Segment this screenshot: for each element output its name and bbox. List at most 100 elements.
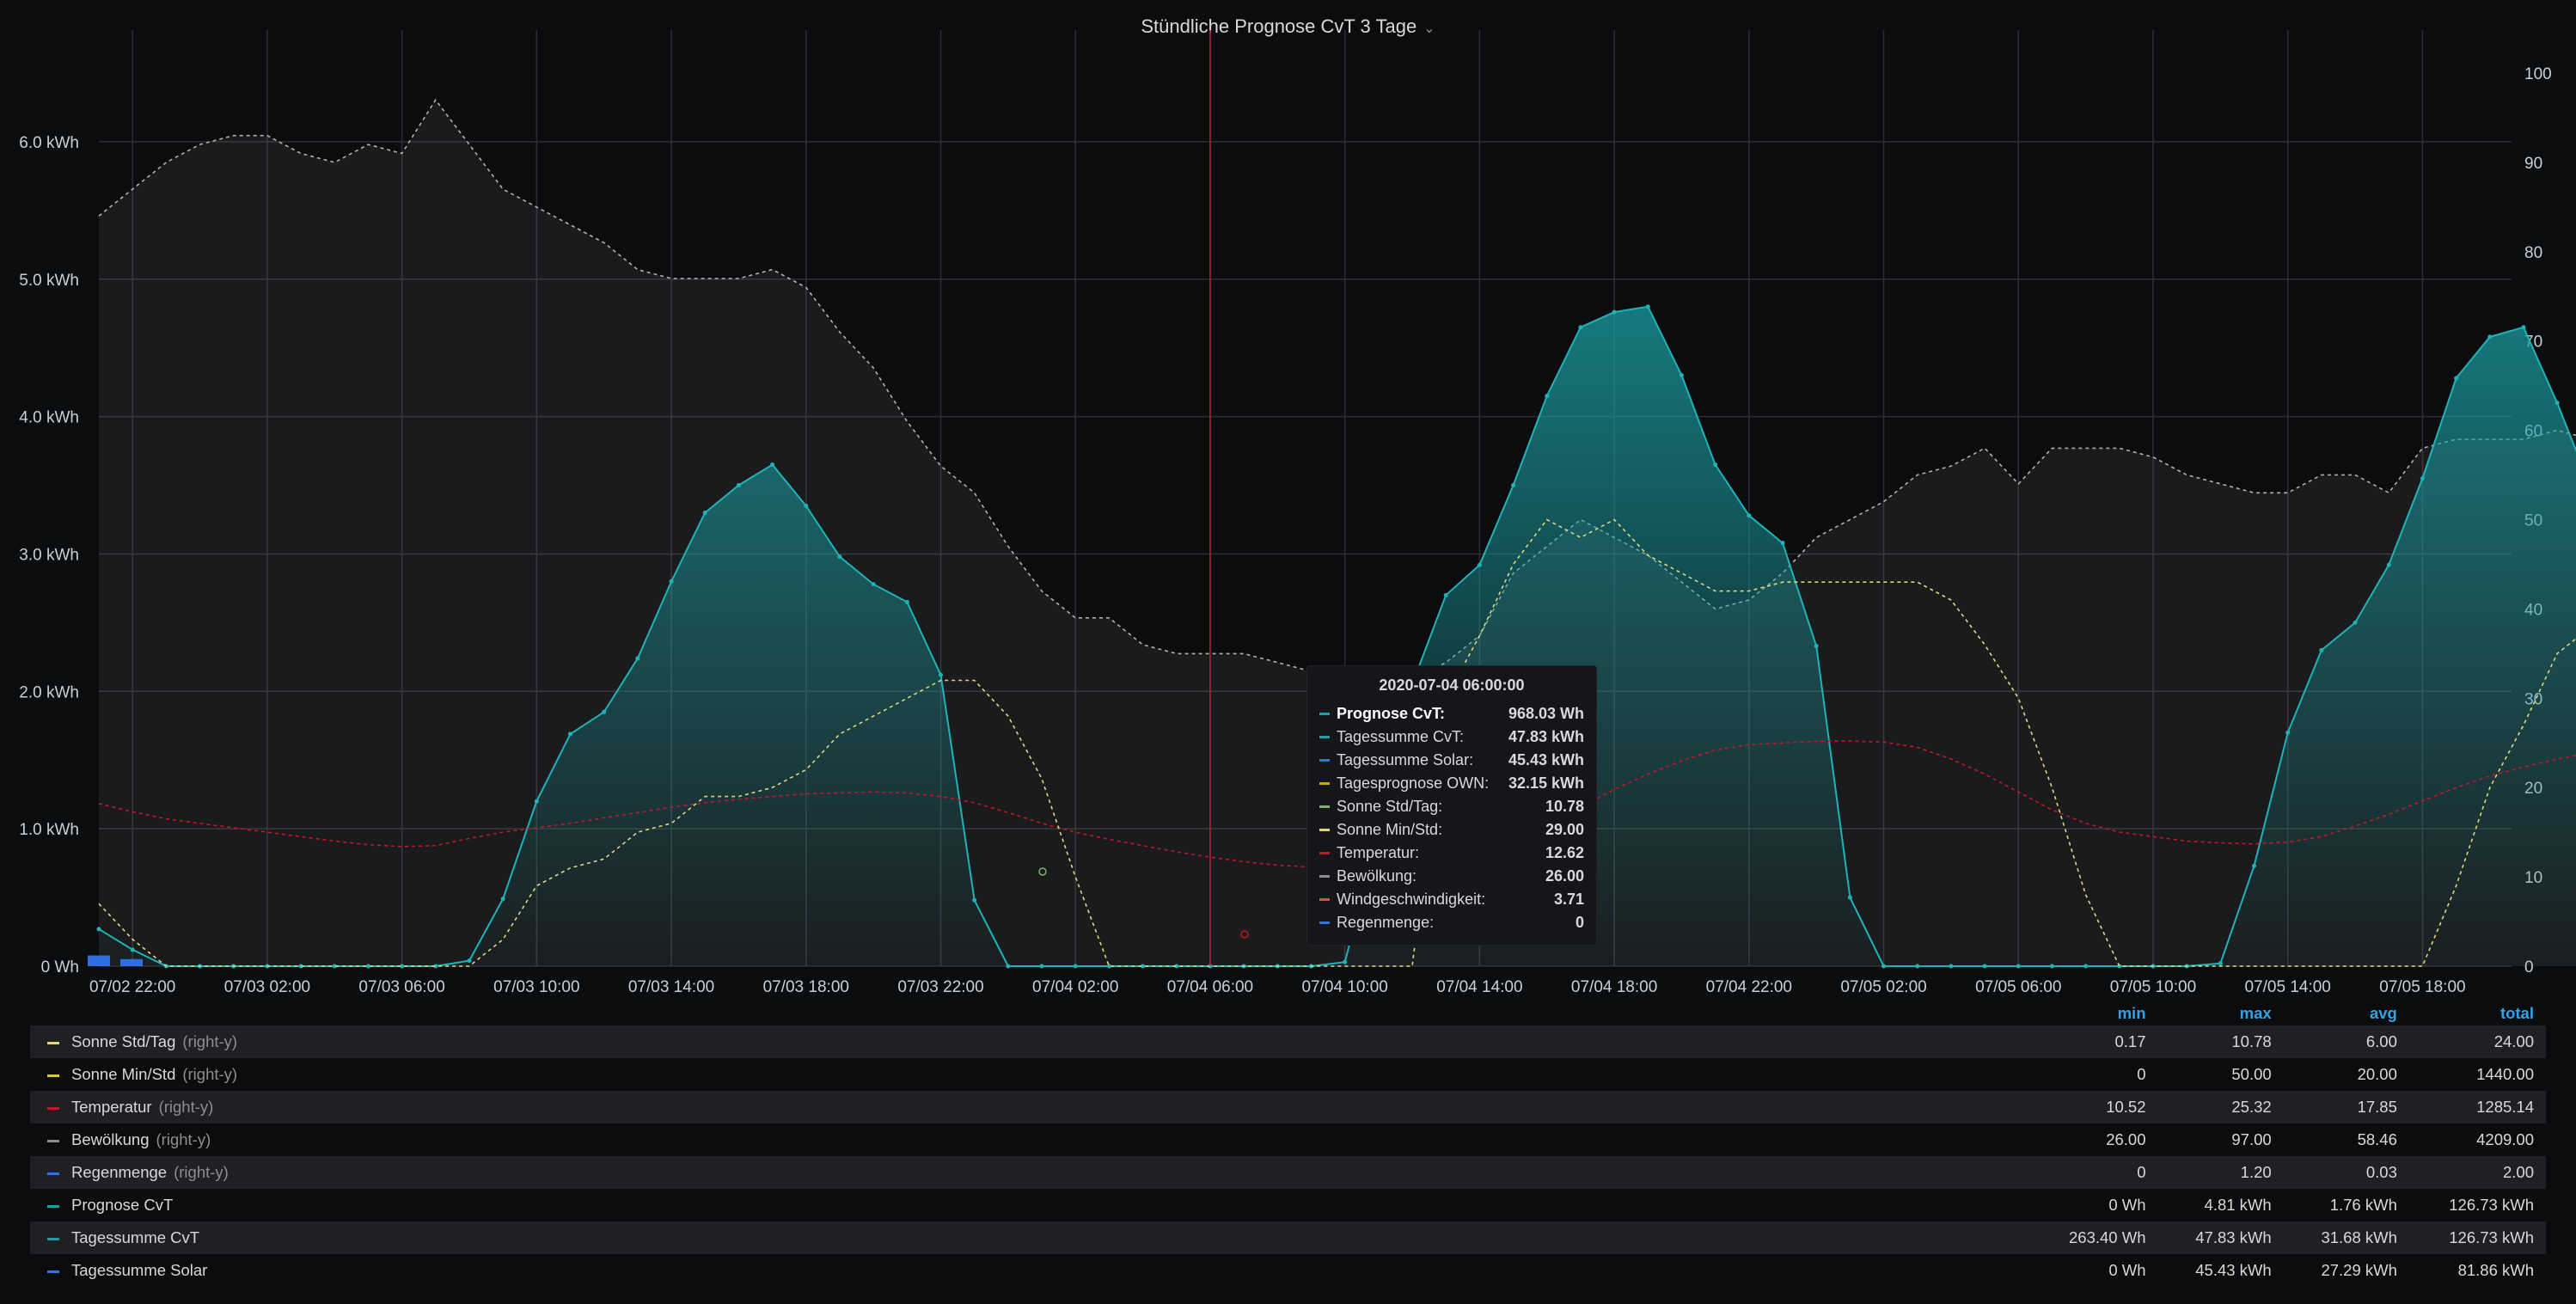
legend-label[interactable]: Sonne Min/Std	[71, 1065, 176, 1083]
regen-bar	[120, 958, 143, 966]
legend-label[interactable]: Tagessumme CvT	[71, 1228, 200, 1246]
legend-max: 97.00	[2231, 1130, 2272, 1148]
legend-label[interactable]: Tagessumme Solar	[71, 1261, 208, 1279]
prognose-point	[1645, 304, 1650, 309]
prognose-point	[736, 483, 741, 488]
legend-header-min[interactable]: min	[2117, 1004, 2146, 1022]
prognose-point	[2555, 401, 2560, 406]
x-tick-label: 07/03 18:00	[763, 978, 849, 996]
legend-label[interactable]: Bewölkung	[71, 1130, 150, 1148]
legend-label[interactable]: Sonne Std/Tag	[71, 1032, 176, 1050]
legend-min: 0 Wh	[2108, 1196, 2146, 1214]
prognose-point	[2049, 964, 2054, 969]
legend-axis-note: (right-y)	[158, 1098, 214, 1116]
prognose-point	[2285, 730, 2291, 735]
prognose-point	[1612, 309, 1617, 315]
legend-series-name[interactable]: Sonne Std/Tag (right-y)	[30, 1025, 2031, 1058]
legend-axis-note: (right-y)	[182, 1065, 238, 1083]
legend-row[interactable]: Tagessumme Solar 0 Wh 45.43 kWh 27.29 kWh 81…	[30, 1254, 2546, 1287]
tooltip-swatch	[1319, 829, 1330, 831]
prognose-point	[96, 927, 101, 932]
prognose-point	[1780, 541, 1785, 546]
regen-bar	[88, 955, 110, 966]
prognose-point	[770, 462, 775, 468]
prognose-point	[365, 964, 370, 969]
legend-row[interactable]: Tagessumme CvT 263.40 Wh 47.83 kWh 31.68 kW…	[30, 1221, 2546, 1254]
tooltip-swatch	[1319, 805, 1330, 808]
right-tick-label: 90	[2524, 155, 2542, 173]
legend-total: 1285.14	[2408, 1091, 2546, 1123]
legend-swatch[interactable]	[47, 1139, 59, 1142]
x-tick-label: 07/04 22:00	[1706, 978, 1792, 996]
legend-series-name[interactable]: Temperatur (right-y)	[30, 1091, 2031, 1123]
legend-row[interactable]: Prognose CvT 0 Wh 4.81 kWh 1.76 kWh 126.73 k…	[30, 1189, 2546, 1221]
tooltip-swatch	[1319, 921, 1330, 924]
prognose-point	[1713, 462, 1718, 468]
legend-series-name[interactable]: Tagessumme Solar	[30, 1254, 2031, 1287]
legend-total: 81.86 kWh	[2457, 1261, 2534, 1279]
tooltip-swatch	[1319, 898, 1330, 901]
tooltip-label: Prognose CvT:	[1337, 705, 1446, 722]
tooltip-value: 0	[1575, 914, 1584, 931]
prognose-point	[871, 582, 876, 587]
legend-max: 4.81 kWh	[2204, 1196, 2272, 1214]
legend-min: 10.52	[2031, 1091, 2158, 1123]
tooltip-label: Sonne Std/Tag:	[1337, 798, 1443, 815]
prognose-point	[1106, 964, 1111, 969]
legend-swatch[interactable]	[47, 1172, 59, 1175]
left-y-axis: 0 Wh 1.0 kWh 2.0 kWh 3.0 kWh 4.0 kWh 5.0 kWh 6…	[19, 134, 79, 976]
prognose-point	[1847, 895, 1852, 900]
left-tick-label: 2.0 kWh	[19, 683, 79, 701]
legend-series-name[interactable]: Bewölkung (right-y)	[30, 1123, 2031, 1156]
legend-label[interactable]: Temperatur	[71, 1098, 152, 1116]
prognose-point	[972, 897, 977, 903]
legend-swatch[interactable]	[47, 1204, 59, 1208]
legend-swatch[interactable]	[47, 1270, 59, 1273]
time-series-chart[interactable]: 0 Wh 1.0 kWh 2.0 kWh 3.0 kWh 4.0 kWh 5.0 kWh 6…	[0, 0, 2576, 997]
legend-label[interactable]: Regenmenge	[71, 1163, 168, 1181]
legend-swatch[interactable]	[47, 1041, 59, 1044]
legend-header-total[interactable]: total	[2500, 1004, 2534, 1022]
legend-row[interactable]: Sonne Min/Std (right-y) 0 50.00 20.00 1440.00	[30, 1058, 2546, 1091]
legend-label[interactable]: Prognose CvT	[71, 1196, 174, 1214]
legend-min: 0 Wh	[2108, 1261, 2146, 1279]
legend-header-max[interactable]: max	[2239, 1004, 2272, 1022]
legend-row[interactable]: Regenmenge (right-y) 0 1.20 0.03 2.00	[30, 1156, 2546, 1189]
legend-swatch[interactable]	[47, 1237, 59, 1240]
legend-avg: 20.00	[2357, 1065, 2397, 1083]
prognose-point	[1982, 964, 1987, 969]
legend-row[interactable]: Sonne Std/Tag (right-y) 0.17 10.78 6.00 24.00	[30, 1025, 2546, 1058]
prognose-point	[1443, 592, 1448, 597]
marker-point	[1038, 867, 1047, 876]
legend-header-avg[interactable]: avg	[2369, 1004, 2397, 1022]
tooltip-value: 32.15 kWh	[1508, 774, 1584, 792]
tooltip-row: Tagessumme CvT: 47.83 kWh	[1307, 725, 1596, 749]
tooltip-swatch	[1319, 736, 1330, 738]
prognose-point	[904, 599, 909, 604]
tooltip-row: Prognose CvT: 968.03 Wh	[1307, 702, 1596, 725]
legend-avg: 27.29 kWh	[2321, 1261, 2397, 1279]
legend-series-name[interactable]: Tagessumme CvT	[30, 1221, 2031, 1254]
panel-title-text[interactable]: Stündliche Prognose CvT 3 Tage	[1141, 15, 1417, 37]
tooltip-row: Temperatur: 12.62	[1307, 842, 1596, 865]
tooltip-row: Sonne Std/Tag: 10.78	[1307, 795, 1596, 818]
tooltip-row: Sonne Min/Std: 29.00	[1307, 818, 1596, 842]
legend-axis-note: (right-y)	[182, 1032, 238, 1050]
x-tick-label: 07/04 14:00	[1436, 978, 1522, 996]
prognose-point	[1073, 964, 1078, 969]
legend-row[interactable]: Bewölkung (right-y) 26.00 97.00 58.46 4209.00	[30, 1123, 2546, 1156]
tooltip-value: 968.03 Wh	[1508, 705, 1584, 722]
legend-series-name[interactable]: Regenmenge (right-y)	[30, 1156, 2031, 1189]
legend-row[interactable]: Temperatur (right-y) 10.52 25.32 17.85 1285.1…	[30, 1091, 2546, 1123]
legend-series-name[interactable]: Prognose CvT	[30, 1189, 2031, 1221]
chevron-down-icon[interactable]: ⌄	[1423, 21, 1435, 36]
prognose-point	[1511, 483, 1516, 488]
prognose-point	[2319, 647, 2324, 652]
tooltip-label: Tagessumme Solar:	[1337, 751, 1474, 768]
panel-title[interactable]: Stündliche Prognose CvT 3 Tage ⌄	[0, 15, 2576, 38]
legend-swatch[interactable]	[47, 1106, 59, 1110]
legend-total: 126.73 kWh	[2449, 1196, 2534, 1214]
legend-series-name[interactable]: Sonne Min/Std (right-y)	[30, 1058, 2031, 1091]
right-tick-label: 80	[2524, 244, 2542, 262]
legend-swatch[interactable]	[47, 1074, 59, 1077]
